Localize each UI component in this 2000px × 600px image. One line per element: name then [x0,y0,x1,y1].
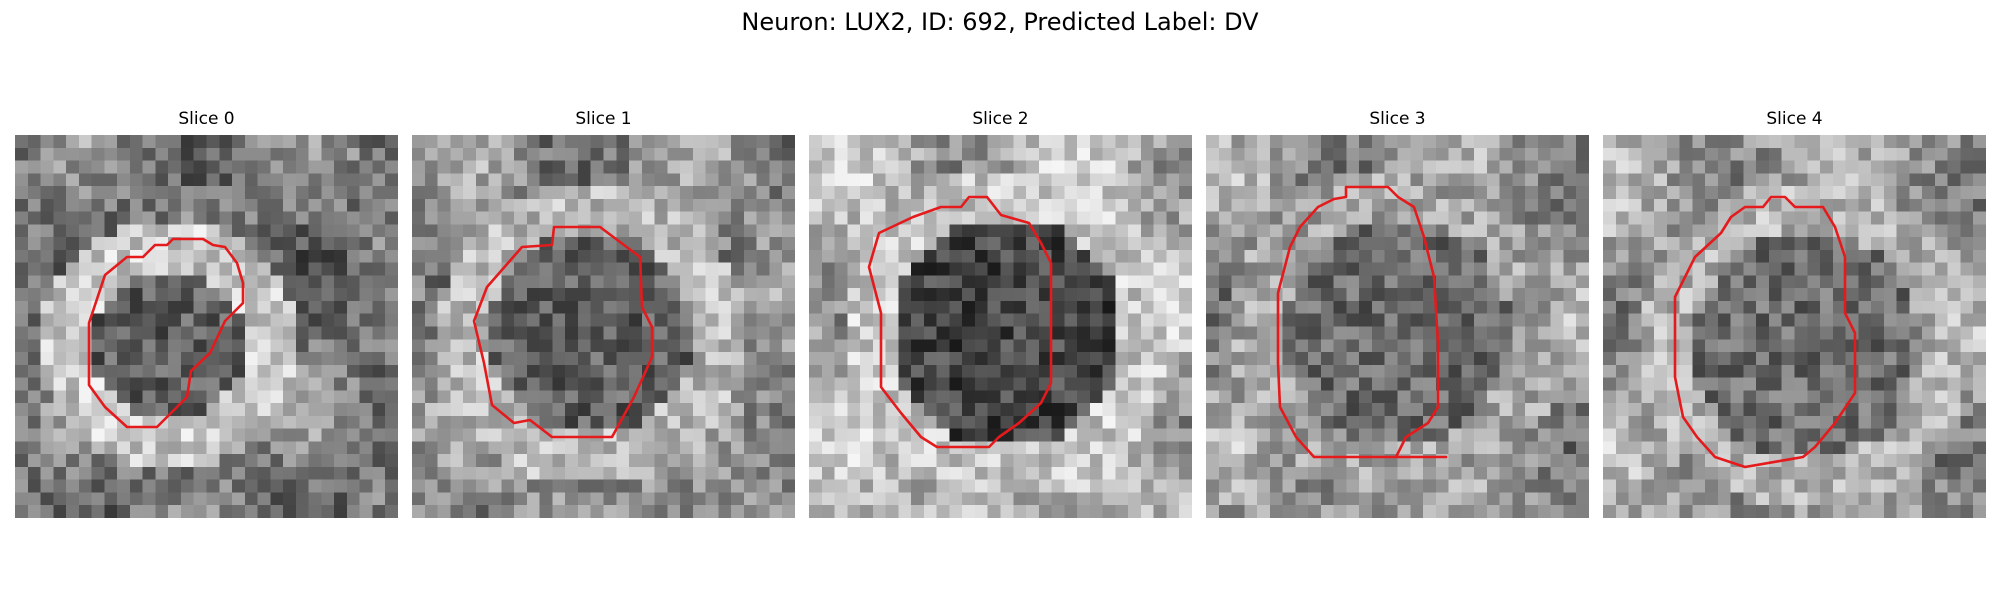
slice-image-2 [809,135,1192,518]
neuron-outline-1 [472,225,654,439]
slice-image-4 [1603,135,1986,518]
neuron-outline-3 [1276,185,1448,459]
slice-title-1: Slice 1 [575,109,632,129]
slice-title-2: Slice 2 [972,109,1029,129]
slice-title-3: Slice 3 [1369,109,1426,129]
neuron-outline-0 [87,237,245,429]
roi-contour [867,195,1053,449]
figure-title: Neuron: LUX2, ID: 692, Predicted Label: … [741,8,1259,36]
roi-contour [472,225,654,439]
neuron-outline-2 [867,195,1053,449]
slice-image-0 [15,135,398,518]
slice-title-4: Slice 4 [1766,109,1823,129]
roi-contour [1673,195,1857,469]
neuron-outline-4 [1673,195,1857,469]
roi-contour [87,237,245,429]
roi-contour [1276,185,1448,459]
slice-title-0: Slice 0 [178,109,235,129]
